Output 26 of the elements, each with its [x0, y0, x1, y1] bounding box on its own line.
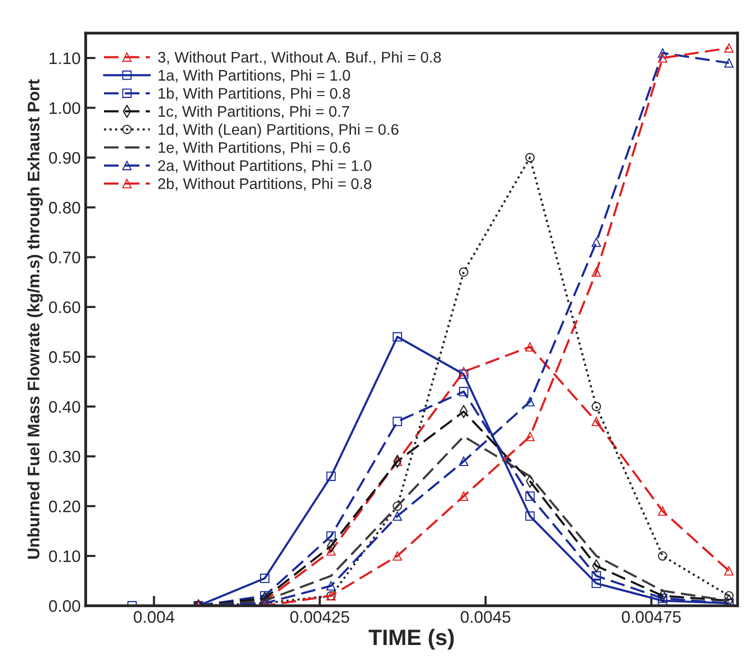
x-tick-label: 0.00475: [622, 611, 681, 623]
x-tick-label: 0.004: [134, 611, 174, 623]
x-axis-title: TIME (s): [368, 628, 454, 650]
x-tick-label: 0.00425: [290, 611, 350, 623]
legend-label: 2b, Without Partitions, Phi = 0.8: [158, 178, 372, 191]
x-tick-label: 0.0045: [460, 611, 510, 623]
y-axis-title: Unburned Fuel Mass Flowrate (kg/m.s) through Exhaust Port: [27, 79, 43, 559]
y-tick-label: 0.10: [49, 550, 80, 562]
y-tick-label: 0.90: [49, 152, 80, 164]
y-tick-label: 0.70: [49, 252, 80, 264]
legend-label: 1c, With Partitions, Phi = 0.7: [158, 106, 350, 119]
legend-label: 2a, Without Partitions, Phi = 1.0: [158, 160, 372, 173]
y-tick-label: 1.00: [50, 102, 80, 114]
legend-label: 3, Without Part., Without A. Buf., Phi = 0.8: [158, 51, 441, 64]
y-tick-label: 0.30: [49, 450, 80, 463]
legend-label: 1e, With Partitions, Phi = 0.6: [158, 142, 350, 155]
y-tick-label: 0.60: [49, 301, 80, 314]
legend-label: 1b, With Partitions, Phi = 0.8: [158, 88, 350, 101]
y-tick-label: 1.10: [50, 52, 80, 64]
y-tick-label: 0.40: [49, 400, 80, 413]
y-tick-label: 0.50: [49, 351, 80, 363]
y-tick-label: 0.00: [49, 600, 80, 612]
legend-label: 1a, With Partitions, Phi = 1.0: [158, 69, 350, 83]
y-tick-label: 0.20: [49, 500, 80, 512]
y-tick-label: 0.80: [49, 202, 80, 214]
legend-label: 1d, With (Lean) Partitions, Phi = 0.6: [158, 124, 398, 138]
